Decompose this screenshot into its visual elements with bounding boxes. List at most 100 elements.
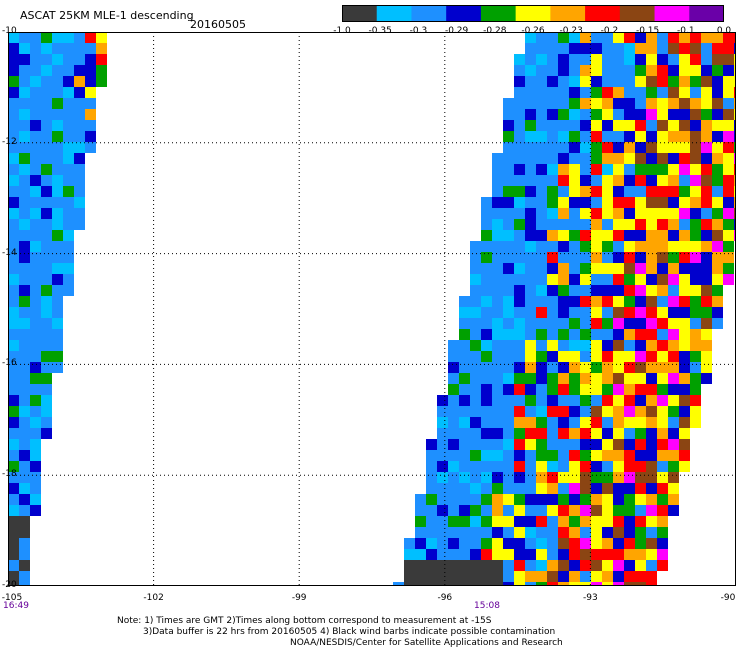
swath-cell xyxy=(8,43,19,54)
swath-cell xyxy=(514,494,525,505)
swath-cell xyxy=(657,208,668,219)
swath-cell xyxy=(19,439,30,450)
swath-cell xyxy=(30,417,41,428)
swath-cell xyxy=(448,373,459,384)
swath-cell xyxy=(547,538,558,549)
swath-cell xyxy=(63,274,74,285)
swath-cell xyxy=(635,164,646,175)
swath-cell xyxy=(668,439,679,450)
swath-cell xyxy=(481,406,492,417)
swath-cell xyxy=(646,43,657,54)
swath-cell xyxy=(481,527,492,538)
swath-cell xyxy=(52,32,63,43)
swath-cell xyxy=(8,549,19,560)
swath-cell xyxy=(503,131,514,142)
swath-cell xyxy=(646,406,657,417)
swath-cell xyxy=(481,395,492,406)
swath-cell xyxy=(613,120,624,131)
swath-cell xyxy=(470,538,481,549)
swath-cell xyxy=(635,98,646,109)
legend-swatch xyxy=(654,5,690,22)
swath-cell xyxy=(613,417,624,428)
swath-cell xyxy=(8,373,19,384)
swath-cell xyxy=(470,472,481,483)
swath-cell xyxy=(712,197,723,208)
swath-cell xyxy=(41,252,52,263)
pass-time-left: 16:49 xyxy=(3,601,29,611)
swath-cell xyxy=(591,450,602,461)
swath-cell xyxy=(635,406,646,417)
swath-cell xyxy=(712,87,723,98)
swath-cell xyxy=(19,296,30,307)
swath-cell xyxy=(514,285,525,296)
swath-cell xyxy=(734,197,736,208)
swath-cell xyxy=(481,274,492,285)
swath-cell xyxy=(525,87,536,98)
swath-cell xyxy=(19,483,30,494)
swath-cell xyxy=(459,362,470,373)
swath-cell xyxy=(492,307,503,318)
swath-cell xyxy=(701,120,712,131)
swath-cell xyxy=(580,263,591,274)
swath-cell xyxy=(525,494,536,505)
swath-cell xyxy=(470,461,481,472)
swath-cell xyxy=(52,153,63,164)
swath-cell xyxy=(646,483,657,494)
swath-cell xyxy=(602,285,613,296)
swath-cell xyxy=(481,219,492,230)
swath-cell xyxy=(536,120,547,131)
swath-cell xyxy=(558,186,569,197)
swath-cell xyxy=(547,274,558,285)
swath-cell xyxy=(437,461,448,472)
swath-cell xyxy=(547,428,558,439)
swath-cell xyxy=(41,120,52,131)
swath-cell xyxy=(569,373,580,384)
swath-cell xyxy=(503,263,514,274)
swath-cell xyxy=(536,362,547,373)
swath-cell xyxy=(569,219,580,230)
swath-cell xyxy=(668,109,679,120)
swath-cell xyxy=(536,318,547,329)
swath-cell xyxy=(415,582,426,586)
swath-cell xyxy=(668,505,679,516)
swath-cell xyxy=(8,208,19,219)
swath-cell xyxy=(393,582,404,586)
swath-cell xyxy=(613,384,624,395)
swath-cell xyxy=(536,483,547,494)
swath-cell xyxy=(701,340,712,351)
swath-cell xyxy=(547,175,558,186)
swath-cell xyxy=(52,109,63,120)
swath-cell xyxy=(19,98,30,109)
swath-cell xyxy=(514,483,525,494)
swath-cell xyxy=(668,461,679,472)
swath-cell xyxy=(30,109,41,120)
swath-cell xyxy=(470,340,481,351)
swath-cell xyxy=(30,252,41,263)
swath-cell xyxy=(19,65,30,76)
swath-cell xyxy=(635,307,646,318)
swath-cell xyxy=(8,32,19,43)
swath-cell xyxy=(459,461,470,472)
swath-cell xyxy=(613,175,624,186)
swath-cell xyxy=(536,329,547,340)
swath-cell xyxy=(624,230,635,241)
swath-cell xyxy=(52,98,63,109)
swath-cell xyxy=(679,131,690,142)
swath-cell xyxy=(723,219,734,230)
swath-cell xyxy=(525,406,536,417)
swath-cell xyxy=(8,175,19,186)
swath-cell xyxy=(426,483,437,494)
swath-cell xyxy=(74,76,85,87)
swath-cell xyxy=(41,351,52,362)
swath-cell xyxy=(536,43,547,54)
swath-cell xyxy=(679,318,690,329)
swath-cell xyxy=(591,505,602,516)
swath-cell xyxy=(19,362,30,373)
swath-cell xyxy=(85,65,96,76)
swath-cell xyxy=(602,417,613,428)
swath-cell xyxy=(85,43,96,54)
swath-cell xyxy=(525,285,536,296)
swath-cell xyxy=(580,43,591,54)
swath-cell xyxy=(459,406,470,417)
swath-cell xyxy=(591,582,602,586)
